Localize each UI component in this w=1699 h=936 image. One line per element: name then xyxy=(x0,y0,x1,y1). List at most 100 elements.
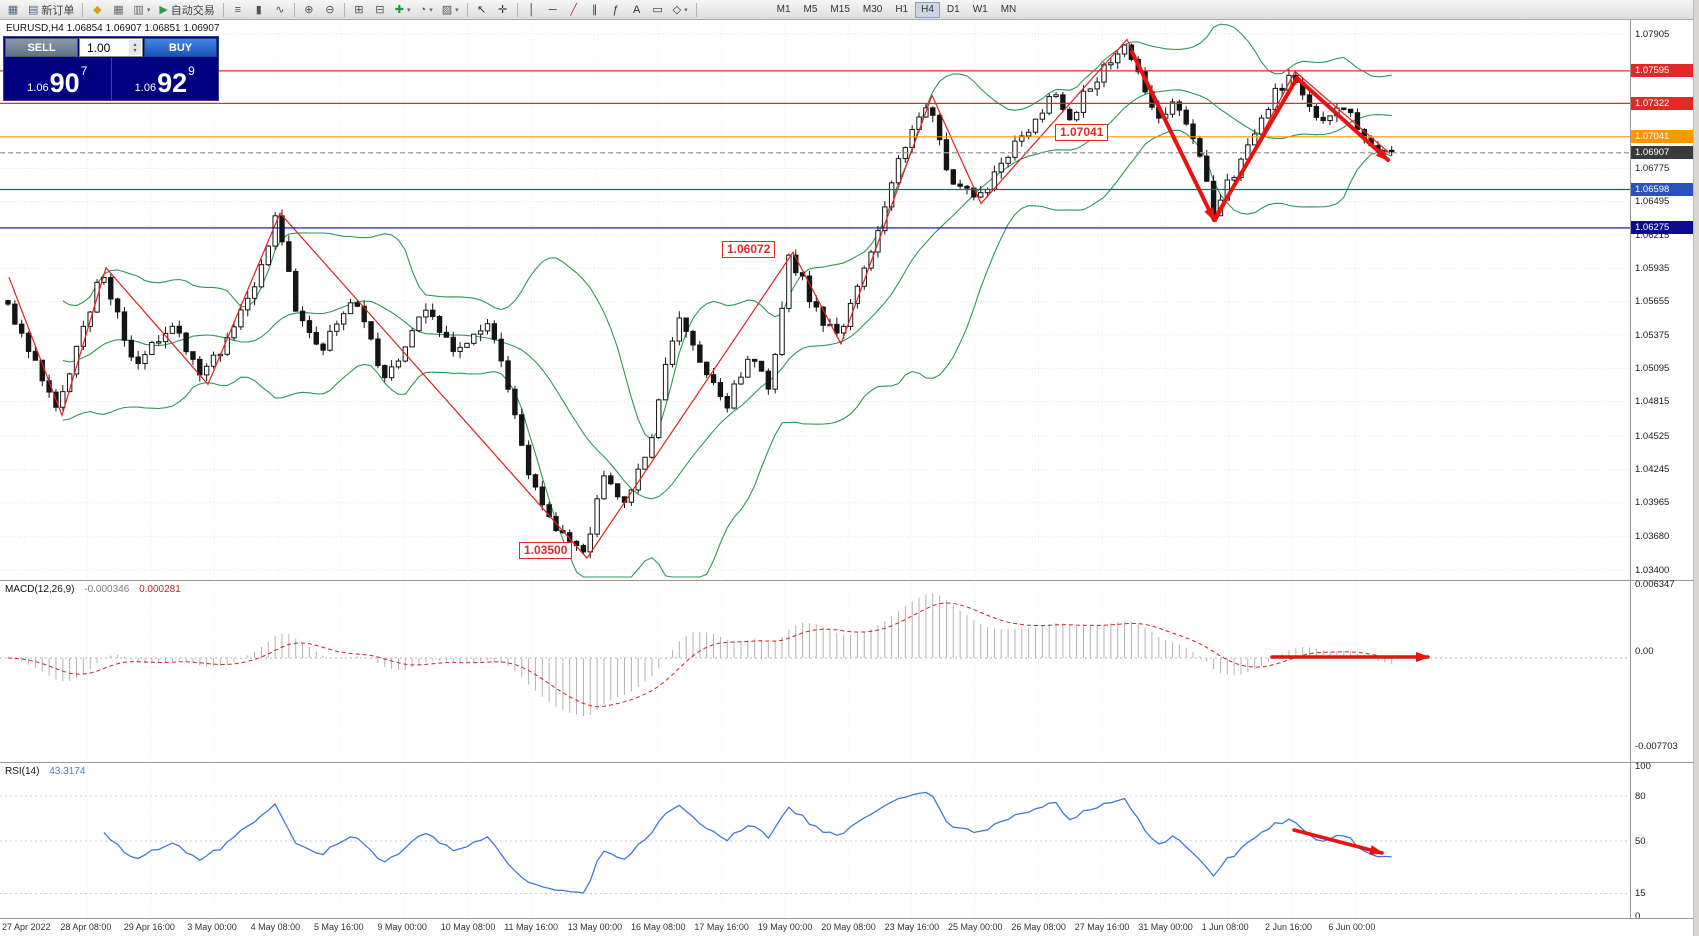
dropdown-caret-icon: ▾ xyxy=(455,6,459,14)
crosshair-icon[interactable]: ✛ xyxy=(493,1,513,19)
time-axis[interactable]: 27 Apr 2022 28 Apr 08:00 29 Apr 16:00 3 May… xyxy=(0,918,1699,936)
volume-input[interactable]: 1.00 ▴ ▾ xyxy=(79,38,143,57)
trendline-icon[interactable]: ╱ xyxy=(564,1,584,19)
timeframe-m30-button[interactable]: M30 xyxy=(862,4,883,15)
time-axis-label: 27 Apr 2022 xyxy=(2,922,51,932)
chart-canvas[interactable] xyxy=(0,20,1699,918)
price-axis-label: 1.05375 xyxy=(1635,329,1670,341)
chart-window-icon[interactable]: ▦ xyxy=(3,1,23,19)
price-axis-label: 1.05095 xyxy=(1635,362,1670,374)
macd-label: MACD(12,26,9) xyxy=(5,584,75,595)
crosshair-icon: ✛ xyxy=(498,4,508,16)
timeframe-mn-button[interactable]: MN xyxy=(1000,4,1017,15)
timeframe-h1-button[interactable]: H1 xyxy=(895,4,909,15)
tile-windows-icon[interactable]: ⊞ xyxy=(349,1,369,19)
autotrading-button[interactable]: ▶ 自动交易 xyxy=(155,1,218,19)
time-axis-label: 29 Apr 16:00 xyxy=(123,922,175,932)
price-annotation[interactable]: 1.07041 xyxy=(1055,124,1109,142)
buy-button[interactable]: BUY xyxy=(144,38,217,57)
toolbar-separator xyxy=(82,2,84,17)
horizontal-line-icon[interactable]: ─ xyxy=(543,1,563,19)
toolbar-separator xyxy=(343,2,345,17)
cascade-windows-icon[interactable]: ⊟ xyxy=(370,1,390,19)
price-annotation[interactable]: 1.03500 xyxy=(519,541,573,559)
macd-main-value: -0.000346 xyxy=(84,584,130,595)
time-axis-label: 5 May 16:00 xyxy=(314,922,364,932)
periods-button[interactable]: ◔ ▾ xyxy=(416,1,437,19)
price-annotation[interactable]: 1.06072 xyxy=(722,240,776,258)
zoom-in-icon[interactable]: ⊕ xyxy=(299,1,319,19)
volume-spinner[interactable]: ▴ ▾ xyxy=(129,40,141,55)
sell-price-base: 1.06 xyxy=(27,82,49,94)
cursor-icon: ↖ xyxy=(477,4,487,16)
timeframe-h4-button[interactable]: H4 xyxy=(915,1,940,18)
buy-price-display[interactable]: 1.06 92 9 xyxy=(112,58,219,100)
new-chart-icon[interactable]: ▦ xyxy=(108,1,128,19)
price-axis-label: 1.04815 xyxy=(1635,396,1670,408)
time-axis-label: 28 Apr 08:00 xyxy=(60,922,112,932)
rsi-axis-label: 50 xyxy=(1635,835,1646,847)
timeframe-m5-button[interactable]: M5 xyxy=(803,4,818,15)
line-chart-icon[interactable]: ∿ xyxy=(270,1,290,19)
shapes-icon[interactable]: ◇ ▾ xyxy=(669,1,692,19)
window-right-edge xyxy=(1693,0,1699,936)
vertical-line-icon: │ xyxy=(528,3,536,16)
dropdown-caret-icon: ▾ xyxy=(429,6,433,14)
timeframe-d1-button[interactable]: D1 xyxy=(946,4,960,15)
time-axis-label: 27 May 16:00 xyxy=(1074,922,1130,932)
macd-axis-label: 0.006347 xyxy=(1635,579,1675,590)
new-chart-icon: ▦ xyxy=(113,4,124,16)
time-axis-label: 13 May 00:00 xyxy=(567,922,623,932)
trade-panel-controls-row: SELL 1.00 ▴ ▾ BUY xyxy=(4,37,218,58)
fibonacci-icon[interactable]: ƒ xyxy=(606,1,626,19)
vertical-line-icon[interactable]: │ xyxy=(522,1,542,19)
sell-price-pips: 90 xyxy=(49,68,80,98)
time-axis-label: 26 May 08:00 xyxy=(1011,922,1066,932)
main-toolbar: ▦ ▤ 新订单 ◆ ▦ ▥ ▾ ▶ 自动交易 ≡ ▮ ∿ ⊕ ⊖ ⊞ ⊟ ✚ ▾ ◔ ▾ ▨ ▾ ↖ ✛ │ ─ ╱ ∥ ƒ A ▭ ◇ ▾ M1… xyxy=(0,0,1699,20)
text-icon: A xyxy=(632,3,641,16)
symbol-ohlc-text: EURUSD,H4 1.06854 1.06907 1.06851 1.0690… xyxy=(6,23,220,34)
rsi-axis-label: 15 xyxy=(1635,888,1646,899)
timeframe-m1-button[interactable]: M1 xyxy=(776,4,791,15)
periods-icon: ◔ xyxy=(419,3,427,16)
price-badge-1.07041: 1.07041 xyxy=(1631,130,1697,144)
time-axis-label: 6 Jun 00:00 xyxy=(1328,922,1376,932)
timeframe-m15-button[interactable]: M15 xyxy=(830,4,850,15)
toolbar-separator xyxy=(695,2,697,17)
sell-button[interactable]: SELL xyxy=(5,38,78,57)
macd-signal-value: 0.000281 xyxy=(139,584,181,595)
zoom-out-icon: ⊖ xyxy=(325,4,335,16)
cursor-icon[interactable]: ↖ xyxy=(472,1,492,19)
new-order-button-label: 新订单 xyxy=(41,4,75,17)
new-order-button[interactable]: ▤ 新订单 xyxy=(24,1,78,19)
templates-button[interactable]: ▨ ▾ xyxy=(438,1,463,19)
sell-price-display[interactable]: 1.06 90 7 xyxy=(4,58,112,100)
equidistant-channel-icon[interactable]: ∥ xyxy=(585,1,605,19)
label-icon[interactable]: ▭ xyxy=(648,1,668,19)
trade-panel-prices-row: 1.06 90 7 1.06 92 9 xyxy=(4,58,218,100)
indicators-button[interactable]: ✚ ▾ xyxy=(391,1,415,19)
one-click-trading-panel: SELL 1.00 ▴ ▾ BUY 1.06 90 7 1.06 92 9 xyxy=(3,36,219,101)
text-icon[interactable]: A xyxy=(627,1,647,19)
rsi-axis-label: 80 xyxy=(1635,790,1646,802)
macd-axis-label: 0.00 xyxy=(1635,646,1654,657)
shapes-icon: ◇ xyxy=(672,4,682,16)
spinner-up-icon[interactable]: ▴ xyxy=(133,41,137,48)
fibonacci-icon: ƒ xyxy=(612,3,619,16)
price-axis[interactable]: 1.07595 1.07322 1.07041 1.06907 1.06598 1.062… xyxy=(1630,20,1699,922)
spinner-down-icon[interactable]: ▾ xyxy=(133,47,137,54)
dropdown-caret-icon: ▾ xyxy=(407,6,411,14)
price-badge-1.06907: 1.06907 xyxy=(1631,146,1697,160)
metaquotes-icon[interactable]: ◆ xyxy=(87,1,107,19)
label-icon: ▭ xyxy=(652,4,663,16)
buy-price-base: 1.06 xyxy=(134,82,157,94)
timeframe-w1-button[interactable]: W1 xyxy=(972,4,988,15)
zoom-out-icon[interactable]: ⊖ xyxy=(320,1,340,19)
price-axis-label: 1.04245 xyxy=(1635,463,1670,475)
price-badge-1.07595: 1.07595 xyxy=(1631,64,1697,78)
bar-chart-icon[interactable]: ≡ xyxy=(228,1,248,19)
profiles-icon[interactable]: ▥ ▾ xyxy=(129,1,154,19)
candlestick-chart-icon[interactable]: ▮ xyxy=(249,1,269,19)
price-badge-1.06598: 1.06598 xyxy=(1631,183,1697,196)
price-axis-label: 1.07905 xyxy=(1635,28,1670,40)
